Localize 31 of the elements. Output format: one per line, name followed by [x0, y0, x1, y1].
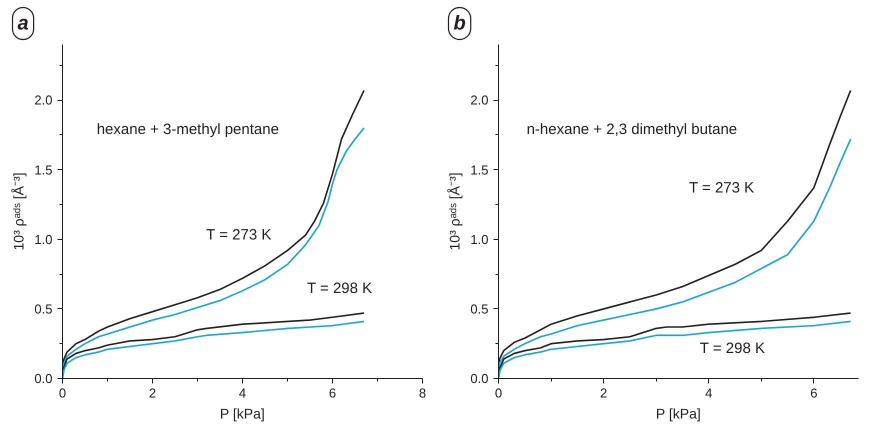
annotation: n-hexane + 2,3 dimethyl butane [526, 121, 738, 138]
annotation: T = 298 K [306, 280, 372, 297]
y-tick-label: 0.0 [470, 371, 489, 386]
x-tick-label: 2 [600, 386, 608, 400]
annotation: hexane + 3-methyl pentane [96, 121, 279, 138]
y-tick-label: 2.0 [34, 92, 53, 108]
x-axis-title: P [kPa] [220, 406, 265, 422]
y-tick-label: 0.0 [34, 371, 53, 386]
y-tick-label: 1.0 [470, 232, 489, 247]
y-tick-label: 1.5 [34, 162, 53, 178]
chart-title: b [454, 12, 466, 34]
x-tick-label: 2 [148, 386, 156, 400]
y-axis-title: 10³ ρᵃᵈˢ [Å⁻³] [446, 172, 462, 251]
y-axis-title: 10³ ρᵃᵈˢ [Å⁻³] [10, 172, 26, 251]
x-tick-label: 8 [418, 386, 426, 400]
x-axis-title: P [kPa] [656, 406, 701, 422]
annotation: T = 273 K [206, 226, 272, 244]
y-tick-label: 1.0 [34, 232, 53, 247]
y-tick-label: 2.0 [470, 92, 489, 108]
x-tick-label: 0 [58, 386, 66, 400]
y-tick-label: 0.5 [34, 301, 53, 316]
x-tick-label: 0 [494, 386, 502, 400]
x-tick-label: 6 [810, 386, 818, 400]
x-tick-label: 4 [238, 386, 246, 400]
y-tick-label: 1.5 [470, 162, 489, 178]
annotation: T = 273 K [688, 180, 754, 197]
y-tick-label: 0.5 [470, 301, 489, 316]
annotation: T = 298 K [700, 340, 765, 357]
chart-title: a [18, 12, 29, 34]
x-tick-label: 4 [705, 386, 712, 400]
x-tick-label: 6 [328, 386, 336, 400]
